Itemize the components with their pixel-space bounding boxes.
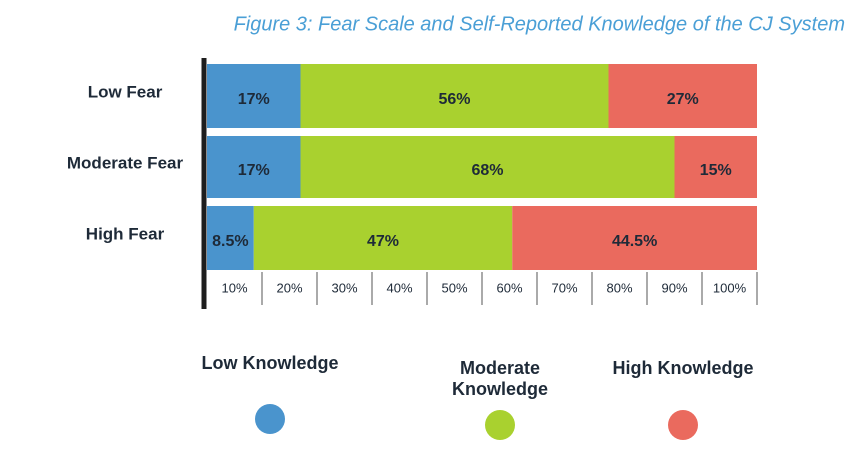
value-label: 44.5% [612, 233, 657, 250]
value-label: 17% [238, 91, 270, 108]
bar-segment [300, 136, 675, 198]
bar-segment [674, 136, 757, 198]
chart-title: Figure 3: Fear Scale and Self-Reported K… [234, 13, 845, 35]
legend-swatch [668, 410, 698, 440]
value-label: 8.5% [212, 233, 248, 250]
x-tick-label: 100% [713, 280, 747, 295]
category-label: High Fear [86, 224, 165, 243]
legend-label: Moderate Knowledge [451, 358, 548, 399]
value-label: 56% [438, 91, 470, 108]
x-tick-label: 10% [221, 280, 247, 295]
bar-segment [608, 64, 757, 128]
value-label: 27% [667, 91, 699, 108]
bar-segment [300, 64, 609, 128]
legend-swatch [255, 404, 285, 434]
legend-swatch [485, 410, 515, 440]
legend-label: Low Knowledge [201, 353, 339, 373]
bar-segment [207, 136, 301, 198]
x-tick-label: 30% [331, 280, 357, 295]
bar-segment [253, 206, 513, 270]
x-tick-label: 40% [386, 280, 412, 295]
value-label: 47% [367, 233, 399, 250]
value-label: 17% [238, 162, 270, 179]
x-tick-label: 50% [441, 280, 467, 295]
category-label: Low Fear [88, 82, 163, 101]
bar-segment [207, 206, 254, 270]
category-label: Moderate Fear [67, 153, 184, 172]
value-label: 15% [700, 162, 732, 179]
bar-segment [512, 206, 757, 270]
value-label: 68% [471, 162, 503, 179]
x-tick-label: 90% [661, 280, 687, 295]
x-tick-label: 80% [606, 280, 632, 295]
x-tick-label: 20% [276, 280, 302, 295]
legend-label: High Knowledge [612, 358, 754, 378]
x-tick-label: 70% [551, 280, 577, 295]
bar-segment [207, 64, 301, 128]
x-tick-label: 60% [496, 280, 522, 295]
